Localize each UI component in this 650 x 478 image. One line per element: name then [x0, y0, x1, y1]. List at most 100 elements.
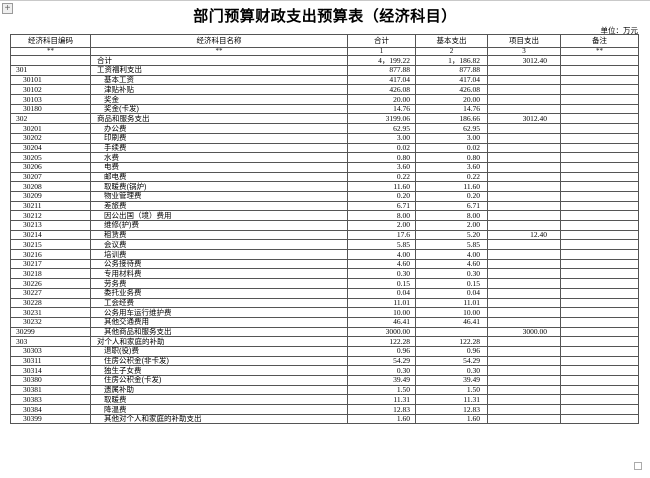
cell-basic-expenditure: 426.08 [415, 84, 488, 96]
cell-total: 11.01 [347, 297, 416, 309]
cell-remarks [560, 336, 639, 347]
cell-project-expenditure [487, 413, 561, 425]
cell-economic-name: 专用材料费 [90, 268, 348, 280]
cell-project-expenditure [487, 94, 561, 105]
table-row: 30232 其他交通费用 46.41 46.41 [10, 316, 639, 328]
cell-total: 4，199.22 [347, 55, 416, 67]
cell-economic-name: 其他对个人和家庭的补助支出 [90, 413, 348, 425]
cell-economic-code: 30204 [10, 142, 91, 154]
cell-economic-code: 30206 [10, 161, 91, 173]
cell-basic-expenditure: 0.15 [415, 278, 488, 289]
cell-economic-name: 手续费 [90, 142, 348, 154]
cell-economic-code: 30208 [10, 181, 91, 192]
cell-project-expenditure [487, 132, 561, 144]
cell-total: 0.22 [347, 171, 416, 183]
cell-economic-name: 公务用车运行维护费 [90, 307, 348, 318]
cell-basic-expenditure [415, 326, 488, 338]
cell-basic-expenditure: 0.22 [415, 171, 488, 183]
cell-remarks [560, 220, 639, 231]
subheader-col3: 3 [487, 46, 561, 57]
cell-economic-name: 住房公积金(非卡发) [90, 355, 348, 367]
cell-economic-code: 302 [10, 113, 91, 125]
table-row: 30217 公务接待费 4.60 4.60 [10, 258, 639, 270]
cell-basic-expenditure: 8.00 [415, 210, 488, 222]
cell-remarks [560, 287, 639, 299]
table-row: 30231 公务用车运行维护费 10.00 10.00 [10, 307, 639, 318]
cell-economic-name: 合计 [90, 55, 348, 67]
header-total: 合计 [347, 34, 416, 48]
table-row: 30381 遗属补助 1.50 1.50 [10, 384, 639, 396]
table-row: 30207 邮电费 0.22 0.22 [10, 171, 639, 183]
cell-total: 0.20 [347, 190, 416, 202]
cell-total: 3000.00 [347, 326, 416, 338]
cell-project-expenditure [487, 355, 561, 367]
cell-economic-code: 30217 [10, 258, 91, 270]
cell-basic-expenditure: 5.20 [415, 229, 488, 241]
cell-remarks [560, 375, 639, 386]
cell-economic-name: 津贴补贴 [90, 84, 348, 96]
cell-total: 1.60 [347, 413, 416, 425]
cell-economic-name: 基本工资 [90, 74, 348, 86]
cell-project-expenditure [487, 404, 561, 415]
cell-economic-name: 水费 [90, 152, 348, 163]
cell-remarks [560, 258, 639, 270]
cell-economic-name: 委托业务费 [90, 287, 348, 299]
cell-total: 12.83 [347, 404, 416, 415]
table-row: 30227 委托业务费 0.04 0.04 [10, 287, 639, 299]
table-resize-handle-icon[interactable] [634, 462, 642, 470]
cell-economic-code: 30213 [10, 220, 91, 231]
cell-basic-expenditure: 417.04 [415, 74, 488, 86]
cell-project-expenditure [487, 278, 561, 289]
cell-economic-code: 30232 [10, 316, 91, 328]
cell-project-expenditure [487, 316, 561, 328]
cell-project-expenditure [487, 74, 561, 86]
cell-economic-name: 对个人和家庭的补助 [90, 336, 348, 347]
table-row: 30228 工会经费 11.01 11.01 [10, 297, 639, 309]
cell-project-expenditure [487, 220, 561, 231]
table-row: 30380 住房公积金(卡发) 39.49 39.49 [10, 375, 639, 386]
cell-economic-name: 印刷费 [90, 132, 348, 144]
cell-economic-name: 取暖费 [90, 394, 348, 406]
cell-economic-code: 30383 [10, 394, 91, 406]
cell-basic-expenditure: 877.88 [415, 65, 488, 76]
cell-basic-expenditure: 1.50 [415, 384, 488, 396]
cell-total: 11.31 [347, 394, 416, 406]
cell-remarks [560, 65, 639, 76]
cell-total: 0.30 [347, 268, 416, 280]
cell-project-expenditure [487, 336, 561, 347]
cell-basic-expenditure: 186.66 [415, 113, 488, 125]
cell-basic-expenditure: 1.60 [415, 413, 488, 425]
cell-remarks [560, 123, 639, 134]
cell-total: 10.00 [347, 307, 416, 318]
cell-economic-code: 30231 [10, 307, 91, 318]
cell-economic-name: 遗属补助 [90, 384, 348, 396]
cell-total: 11.60 [347, 181, 416, 192]
table-row: 30311 住房公积金(非卡发) 54.29 54.29 [10, 355, 639, 367]
table-move-handle-icon[interactable]: + [2, 3, 13, 14]
cell-remarks [560, 278, 639, 289]
cell-project-expenditure [487, 152, 561, 163]
table-row: 30208 取暖费(锅炉) 11.60 11.60 [10, 181, 639, 192]
header-remarks: 备注 [560, 34, 639, 48]
table-row: 30218 专用材料费 0.30 0.30 [10, 268, 639, 280]
cell-total: 39.49 [347, 375, 416, 386]
cell-basic-expenditure: 122.28 [415, 336, 488, 347]
cell-basic-expenditure: 2.00 [415, 220, 488, 231]
cell-project-expenditure [487, 200, 561, 212]
cell-project-expenditure [487, 181, 561, 192]
cell-basic-expenditure: 1，186.82 [415, 55, 488, 67]
cell-remarks [560, 103, 639, 115]
cell-total: 122.28 [347, 336, 416, 347]
table-row: 30102 津贴补贴 426.08 426.08 [10, 84, 639, 96]
cell-total: 46.41 [347, 316, 416, 328]
cell-economic-code: 30102 [10, 84, 91, 96]
cell-economic-name: 差旅费 [90, 200, 348, 212]
table-header-row: 经济科目编码 经济科目名称 合计 基本支出 项目支出 备注 [10, 34, 639, 48]
cell-remarks [560, 404, 639, 415]
cell-project-expenditure: 3012.40 [487, 55, 561, 67]
cell-basic-expenditure: 4.00 [415, 249, 488, 260]
page-title: 部门预算财政支出预算表（经济科目） [193, 8, 457, 25]
table-row: 30204 手续费 0.02 0.02 [10, 142, 639, 154]
cell-project-expenditure [487, 123, 561, 134]
cell-project-expenditure [487, 297, 561, 309]
